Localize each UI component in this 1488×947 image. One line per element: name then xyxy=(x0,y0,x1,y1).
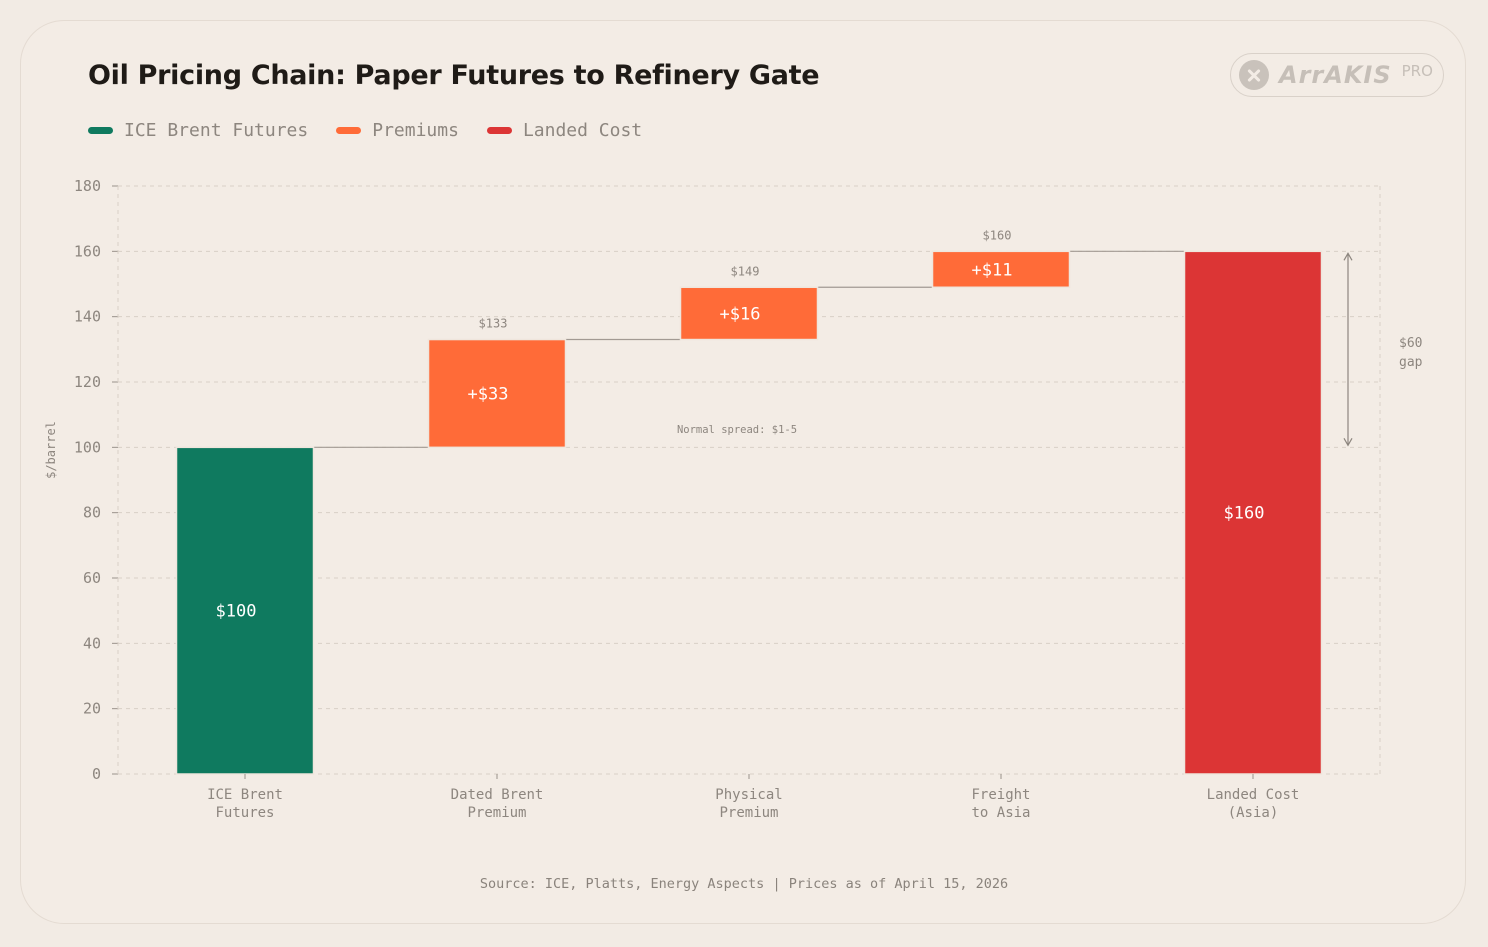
bar-label-2: +$16 xyxy=(720,304,761,324)
brand-badge[interactable]: ArrAKIS PRO xyxy=(1230,53,1444,97)
legend: ICE Brent Futures Premiums Landed Cost xyxy=(88,120,642,141)
x-tick-label-4-0: Landed Cost xyxy=(1207,787,1300,803)
bar-label-1: +$33 xyxy=(468,384,509,404)
legend-label-premiums: Premiums xyxy=(372,120,459,141)
chart-title: Oil Pricing Chain: Paper Futures to Refi… xyxy=(88,60,820,91)
bar-total-label-1: $133 xyxy=(479,317,508,331)
legend-swatch-premiums xyxy=(336,127,362,134)
source-note: Source: ICE, Platts, Energy Aspects | Pr… xyxy=(479,876,1009,892)
y-axis-label: $/barrel xyxy=(44,421,58,479)
bar-total-label-2: $149 xyxy=(731,264,760,278)
x-tick-label-0-0: ICE Brent xyxy=(207,787,283,803)
y-tick-label-100: 100 xyxy=(74,438,101,456)
x-tick-label-3-0: Freight xyxy=(971,787,1030,803)
x-tick-label-1-1: Premium xyxy=(467,805,526,821)
y-tick-label-60: 60 xyxy=(83,569,101,587)
y-tick-label-120: 120 xyxy=(74,373,101,391)
bar-total-label-3: $160 xyxy=(983,228,1012,242)
legend-label-landed: Landed Cost xyxy=(522,120,643,141)
x-tick-label-2-0: Physical xyxy=(715,787,782,803)
y-tick-label-20: 20 xyxy=(83,700,101,718)
bar-label-4: $160 xyxy=(1224,504,1265,524)
bar-1 xyxy=(427,338,567,449)
bar-label-3: +$11 xyxy=(972,260,1013,280)
x-tick-label-4-1: (Asia) xyxy=(1228,805,1279,821)
y-tick-label-80: 80 xyxy=(83,504,101,522)
bar-0 xyxy=(175,446,315,775)
legend-item-futures: ICE Brent Futures xyxy=(88,120,308,141)
legend-swatch-futures xyxy=(88,127,113,134)
x-tick-label-0-1: Futures xyxy=(215,805,274,821)
brand-name: ArrAKIS xyxy=(1279,61,1392,89)
normal-spread-note: Normal spread: $1-5 xyxy=(677,424,797,436)
y-tick-label-160: 160 xyxy=(74,242,101,260)
bar-3 xyxy=(931,250,1071,289)
gap-label-value: $60 xyxy=(1399,336,1422,351)
gap-arrow-head-top xyxy=(1343,252,1353,261)
bar-4 xyxy=(1183,250,1323,775)
y-tick-label-40: 40 xyxy=(83,634,101,652)
legend-swatch-landed xyxy=(486,127,512,134)
y-tick-label-140: 140 xyxy=(74,308,101,326)
y-tick-label-0: 0 xyxy=(92,765,101,783)
brand-tier: PRO xyxy=(1401,62,1433,80)
x-tick-label-1-0: Dated Brent xyxy=(451,787,544,803)
legend-label-futures: ICE Brent Futures xyxy=(124,120,309,141)
gap-label-text: gap xyxy=(1399,355,1423,370)
y-tick-label-180: 180 xyxy=(74,177,101,195)
arrakis-x-icon xyxy=(1239,60,1269,90)
legend-item-premiums: Premiums xyxy=(336,120,459,141)
gap-arrow-head-bottom xyxy=(1343,438,1353,447)
legend-item-landed: Landed Cost xyxy=(486,120,643,141)
x-tick-label-2-1: Premium xyxy=(719,805,778,821)
bar-label-0: $100 xyxy=(216,602,257,622)
x-tick-label-3-1: to Asia xyxy=(971,805,1030,821)
bar-2 xyxy=(679,286,819,341)
